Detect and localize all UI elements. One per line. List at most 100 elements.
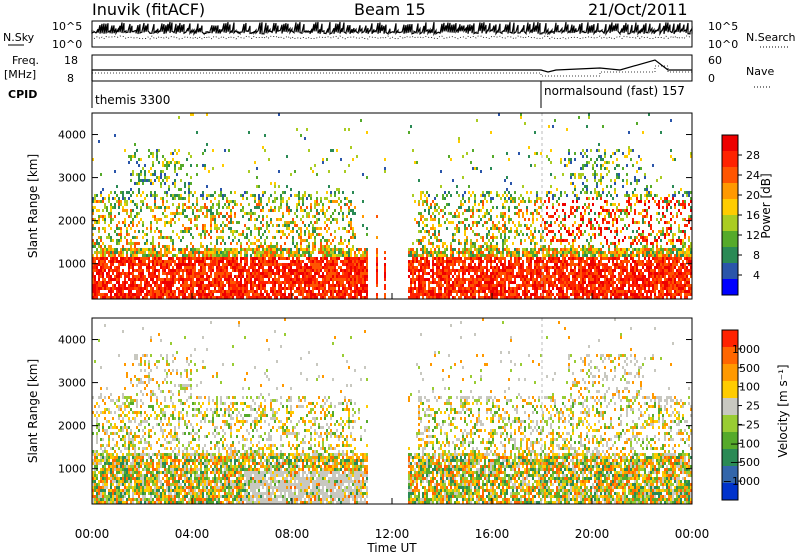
heatmap-cell	[536, 272, 538, 275]
heatmap-cell	[188, 194, 190, 197]
heatmap-cell	[486, 284, 488, 287]
heatmap-cell	[490, 272, 492, 275]
heatmap-cell	[466, 227, 468, 230]
heatmap-cell	[202, 224, 204, 227]
heatmap-cell	[544, 281, 546, 284]
heatmap-cell	[526, 278, 528, 281]
heatmap-cell	[544, 275, 546, 278]
heatmap-cell	[310, 284, 312, 287]
heatmap-cell	[512, 251, 514, 254]
heatmap-cell	[154, 284, 156, 287]
heatmap-cell	[184, 209, 186, 212]
heatmap-cell	[182, 236, 184, 239]
heatmap-cell	[302, 287, 304, 290]
heatmap-cell	[434, 203, 436, 206]
heatmap-cell	[122, 197, 124, 200]
heatmap-cell	[148, 290, 150, 293]
heatmap-cell	[134, 251, 136, 254]
heatmap-cell	[234, 269, 236, 272]
heatmap-cell	[240, 275, 242, 278]
heatmap-cell	[200, 278, 202, 281]
heatmap-cell	[178, 263, 180, 266]
heatmap-cell	[444, 281, 446, 284]
heatmap-cell	[452, 266, 454, 269]
heatmap-cell	[340, 284, 342, 287]
heatmap-cell	[528, 227, 530, 230]
heatmap-cell	[206, 185, 208, 188]
heatmap-cell	[410, 251, 412, 254]
heatmap-cell	[358, 281, 360, 284]
heatmap-cell	[310, 167, 312, 170]
heatmap-cell	[268, 158, 270, 161]
heatmap-cell	[202, 251, 204, 254]
heatmap-cell	[458, 269, 460, 272]
heatmap-cell	[516, 212, 518, 215]
heatmap-cell	[164, 281, 166, 284]
heatmap-cell	[266, 227, 268, 230]
heatmap-cell	[276, 293, 278, 296]
heatmap-cell	[182, 287, 184, 290]
heatmap-cell	[318, 272, 320, 275]
heatmap-cell	[354, 266, 356, 269]
heatmap-cell	[470, 227, 472, 230]
heatmap-cell	[336, 263, 338, 266]
heatmap-cell	[178, 287, 180, 290]
heatmap-cell	[444, 278, 446, 281]
heatmap-cell	[240, 209, 242, 212]
heatmap-cell	[524, 248, 526, 251]
heatmap-cell	[538, 230, 540, 233]
heatmap-cell	[190, 233, 192, 236]
heatmap-cell	[558, 272, 560, 275]
heatmap-cell	[262, 146, 264, 149]
heatmap-cell	[164, 266, 166, 269]
heatmap-cell	[210, 248, 212, 251]
heatmap-cell	[274, 257, 276, 260]
heatmap-cell	[338, 275, 340, 278]
heatmap-cell	[384, 275, 386, 278]
heatmap-cell	[418, 284, 420, 287]
heatmap-cell	[214, 224, 216, 227]
heatmap-cell	[296, 269, 298, 272]
heatmap-cell	[342, 248, 344, 251]
heatmap-cell	[158, 293, 160, 296]
heatmap-cell	[290, 248, 292, 251]
heatmap-cell	[118, 212, 120, 215]
heatmap-cell	[560, 248, 562, 251]
heatmap-cell	[98, 290, 100, 293]
heatmap-cell	[536, 200, 538, 203]
heatmap-cell	[186, 287, 188, 290]
heatmap-cell	[146, 269, 148, 272]
heatmap-cell	[94, 293, 96, 296]
heatmap-cell	[152, 281, 154, 284]
heatmap-cell	[570, 173, 572, 176]
heatmap-cell	[154, 263, 156, 266]
heatmap-cell	[574, 236, 576, 239]
heatmap-cell	[354, 275, 356, 278]
heatmap-cell	[94, 242, 96, 245]
heatmap-cell	[468, 185, 470, 188]
heatmap-cell	[206, 254, 208, 257]
heatmap-cell	[524, 287, 526, 290]
heatmap-cell	[138, 179, 140, 182]
heatmap-cell	[226, 290, 228, 293]
heatmap-cell	[490, 290, 492, 293]
heatmap-cell	[138, 158, 140, 161]
heatmap-cell	[572, 269, 574, 272]
heatmap-cell	[536, 281, 538, 284]
heatmap-cell	[458, 230, 460, 233]
heatmap-cell	[130, 260, 132, 263]
heatmap-cell	[264, 257, 266, 260]
heatmap-cell	[96, 287, 98, 290]
heatmap-cell	[468, 251, 470, 254]
heatmap-cell	[104, 248, 106, 251]
heatmap-cell	[168, 269, 170, 272]
heatmap-cell	[566, 128, 568, 131]
heatmap-cell	[552, 248, 554, 251]
heatmap-cell	[124, 209, 126, 212]
heatmap-cell	[138, 251, 140, 254]
heatmap-cell	[246, 248, 248, 251]
heatmap-cell	[558, 260, 560, 263]
heatmap-cell	[320, 281, 322, 284]
heatmap-cell	[440, 284, 442, 287]
heatmap-cell	[560, 278, 562, 281]
